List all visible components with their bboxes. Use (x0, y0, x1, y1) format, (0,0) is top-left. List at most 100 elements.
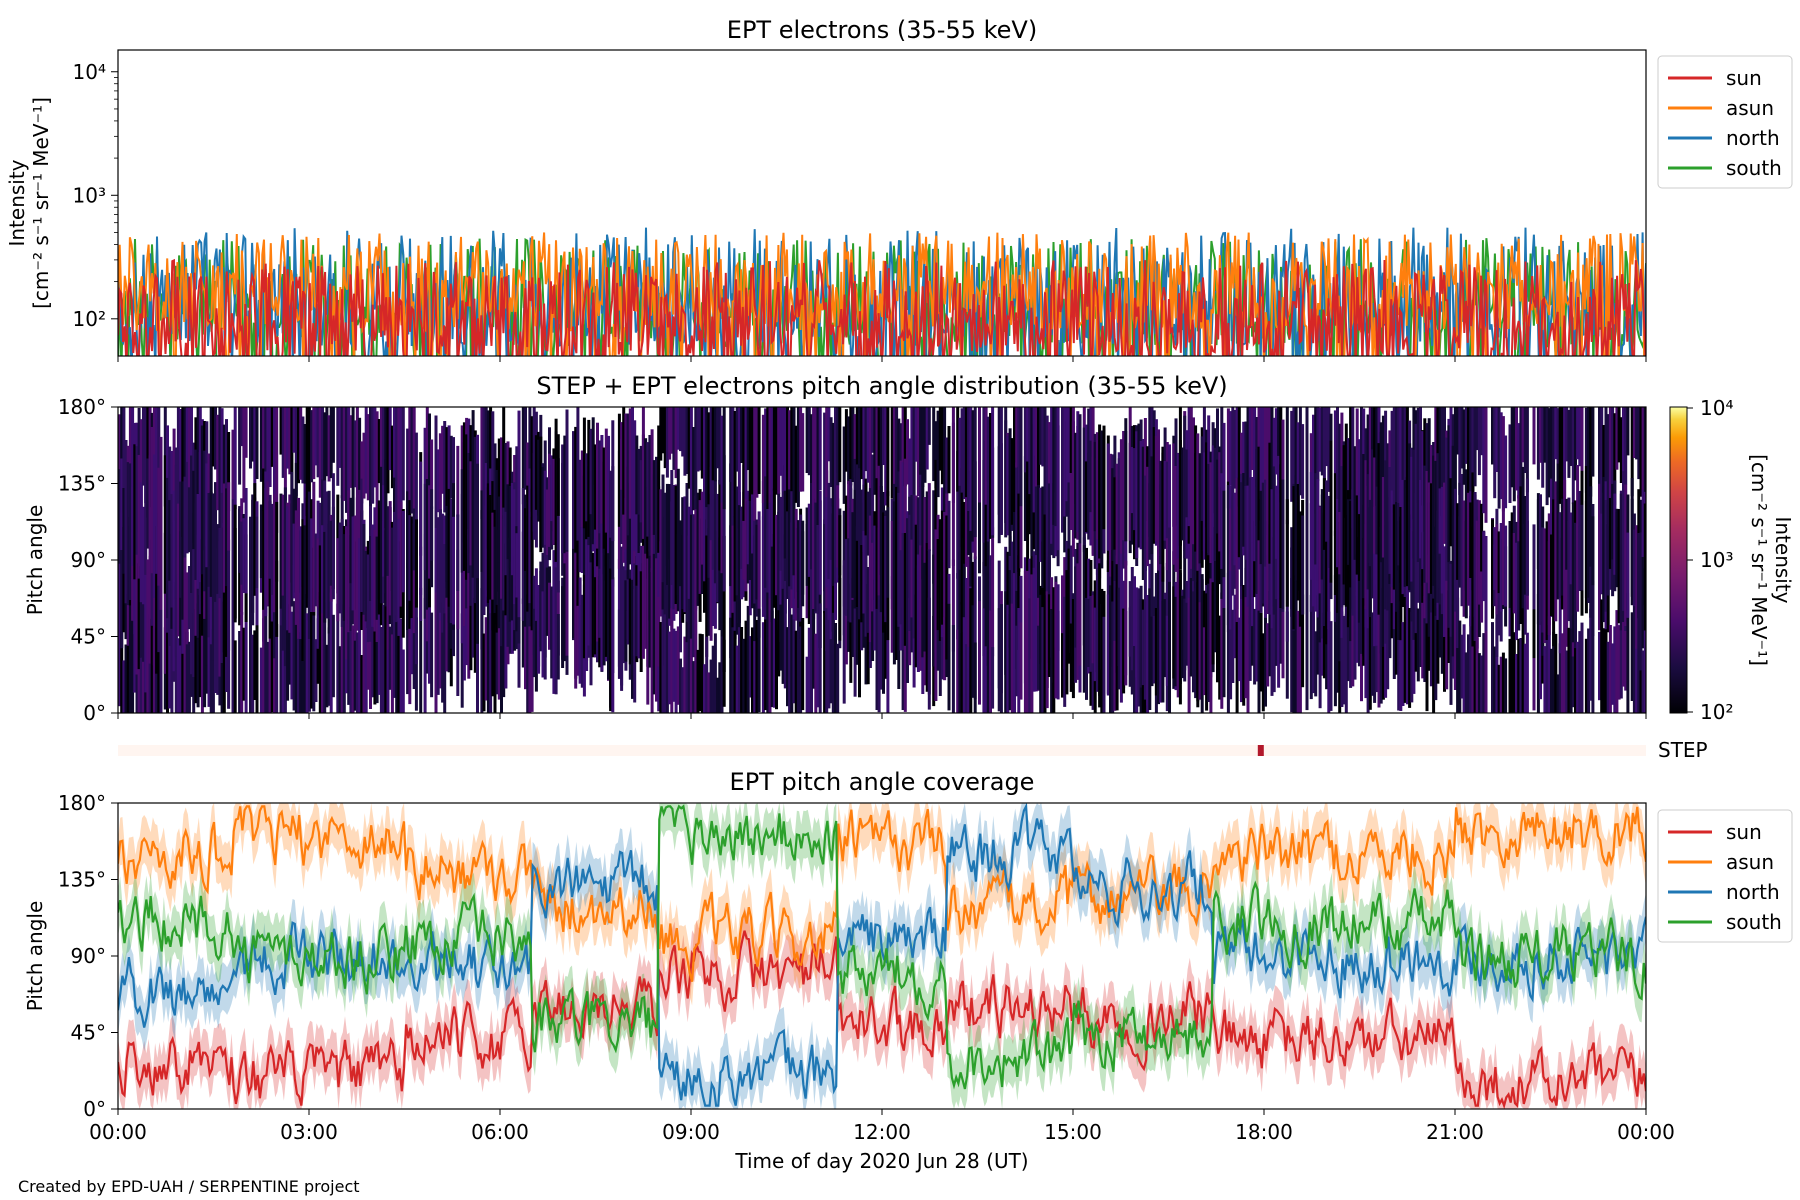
heatmap-cell (1305, 566, 1309, 711)
heatmap-cell (539, 561, 543, 652)
heatmap-cell (740, 506, 744, 569)
heatmap-cell (1615, 512, 1619, 588)
heatmap-cell (1290, 527, 1294, 617)
heatmap-cell (650, 429, 654, 572)
heatmap-cell (506, 537, 510, 647)
heatmap-cell (150, 427, 154, 574)
heatmap-cell (1353, 477, 1357, 560)
heatmap-cell (1259, 407, 1263, 500)
heatmap-cell (1174, 466, 1178, 572)
heatmap-cell (1558, 643, 1562, 713)
heatmap-cell (1281, 479, 1285, 610)
heatmap-cell (1598, 631, 1601, 701)
heatmap-cell (1030, 407, 1034, 502)
heatmap-cell (1301, 594, 1305, 688)
heatmap-cell (362, 432, 366, 499)
heatmap-cell (1512, 407, 1516, 502)
heatmap-cell (1246, 589, 1250, 713)
heatmap-cell (1373, 619, 1377, 703)
heatmap-cell (1133, 576, 1136, 646)
heatmap-cell (786, 528, 789, 599)
heatmap-cell (1028, 407, 1032, 495)
heatmap-cell (1325, 407, 1329, 467)
heatmap-cell (185, 572, 189, 645)
heatmap-cell (1211, 582, 1215, 665)
heatmap-cell (698, 407, 702, 471)
heatmap-cell (1119, 553, 1123, 703)
heatmap-cell (196, 407, 200, 535)
heatmap-cell (986, 633, 990, 713)
heatmap-cell (626, 413, 630, 536)
heatmap-cell (1181, 447, 1185, 527)
heatmap-cell (657, 425, 661, 553)
heatmap-cell (1157, 429, 1160, 571)
heatmap-cell (899, 460, 903, 603)
heatmap-cell (764, 619, 768, 711)
heatmap-cell (152, 407, 156, 489)
heatmap-cell (377, 419, 381, 484)
heatmap-cell (1098, 563, 1102, 708)
heatmap-cell (506, 484, 510, 560)
heatmap-cell (960, 408, 964, 493)
heatmap-cell (672, 485, 676, 610)
heatmap-cell (1213, 526, 1217, 649)
heatmap-cell (233, 504, 237, 619)
heatmap-cell (964, 407, 968, 498)
heatmap-cell (831, 612, 835, 713)
heatmap-cell (1200, 574, 1204, 713)
heatmap-cell (925, 543, 929, 692)
heatmap-cell (1216, 495, 1219, 619)
heatmap-cell (227, 432, 231, 512)
heatmap-cell (578, 459, 582, 528)
heatmap-cell (1047, 455, 1051, 602)
heatmap-cell (580, 450, 584, 528)
heatmap-cell (1375, 407, 1379, 506)
heatmap-cell (674, 630, 678, 713)
heatmap-cell (179, 481, 183, 598)
heatmap-cell (1440, 407, 1444, 517)
heatmap-cell (685, 642, 689, 713)
heatmap-cell (1604, 613, 1608, 713)
heatmap-cell (279, 597, 283, 713)
heatmap-cell (294, 611, 298, 713)
heatmap-cell (1539, 407, 1542, 463)
heatmap-cell (294, 407, 298, 496)
heatmap-cell (532, 407, 536, 540)
heatmap-cell (943, 407, 947, 531)
heatmap-cell (1453, 488, 1457, 563)
heatmap-cell (262, 618, 266, 713)
heatmap-cell (393, 407, 396, 514)
step-label: STEP (1658, 738, 1708, 762)
heatmap-cell (1419, 407, 1422, 536)
heatmap-cell (118, 414, 121, 521)
heatmap-cell (1508, 424, 1512, 503)
heatmap-cell (927, 407, 931, 445)
heatmap-cell (713, 633, 717, 713)
heatmap-cell (397, 621, 401, 713)
heatmap-cell (345, 407, 348, 513)
heatmap-cell (200, 425, 204, 575)
heatmap-cell (1034, 455, 1038, 568)
heatmap-cell (912, 494, 916, 639)
heatmap-cell (1584, 638, 1588, 713)
heatmap-cell (469, 461, 473, 566)
heatmap-cell (1336, 407, 1339, 515)
heatmap-cell (1200, 436, 1204, 521)
panel2-xticks (117, 713, 1647, 719)
heatmap-cell (947, 426, 951, 494)
heatmap-cell (288, 512, 292, 593)
heatmap-cell (858, 407, 861, 475)
heatmap-cell (410, 516, 414, 619)
heatmap-cell (563, 435, 567, 554)
heatmap-cell (1340, 611, 1344, 707)
heatmap-cell (1205, 593, 1209, 711)
heatmap-cell (1272, 417, 1276, 499)
heatmap-cell (331, 407, 335, 463)
heatmap-cell (1338, 423, 1342, 520)
heatmap-cell (1519, 638, 1523, 713)
heatmap-cell (1124, 418, 1128, 542)
colorbar-label-line1: Intensity (1771, 516, 1795, 603)
heatmap-cell (1250, 524, 1254, 627)
heatmap-cell (886, 407, 890, 497)
heatmap-cell (598, 441, 602, 534)
